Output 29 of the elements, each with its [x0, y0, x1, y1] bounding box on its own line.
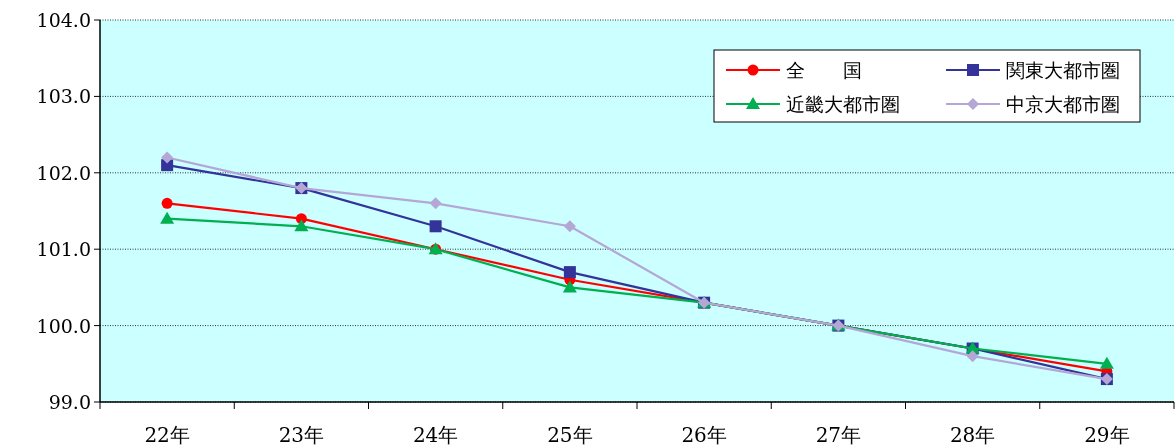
x-tick-label: 26年	[681, 423, 727, 445]
point	[429, 197, 442, 210]
legend-label: 全 国	[786, 59, 862, 81]
legend-label: 中京大都市圏	[1006, 93, 1120, 115]
x-tick-label: 25年	[547, 423, 593, 445]
x-tick-label: 28年	[949, 423, 996, 445]
y-tick-label: 101.0	[36, 238, 91, 261]
x-tick-label: 24年	[412, 423, 459, 445]
point	[1099, 356, 1114, 369]
point	[160, 211, 175, 224]
y-tick-label: 102.0	[36, 161, 91, 184]
point	[429, 220, 442, 233]
x-tick-label: 23年	[278, 423, 325, 445]
point	[161, 151, 174, 164]
point	[161, 197, 173, 209]
point	[563, 220, 576, 233]
point	[563, 266, 576, 279]
x-tick-label: 29年	[1084, 423, 1130, 445]
point	[966, 350, 979, 363]
y-tick-label: 100.0	[36, 314, 91, 337]
x-tick-label: 27年	[815, 423, 862, 445]
legend-label: 関東大都市圏	[1006, 59, 1120, 81]
legend-label: 近畿大都市圏	[786, 93, 900, 115]
y-tick-label: 99.0	[48, 391, 91, 413]
x-tick-label: 22年	[144, 423, 190, 445]
y-tick-label: 103.0	[36, 85, 91, 108]
y-tick-label: 104.0	[36, 9, 91, 31]
point	[294, 219, 309, 232]
point	[562, 280, 577, 293]
